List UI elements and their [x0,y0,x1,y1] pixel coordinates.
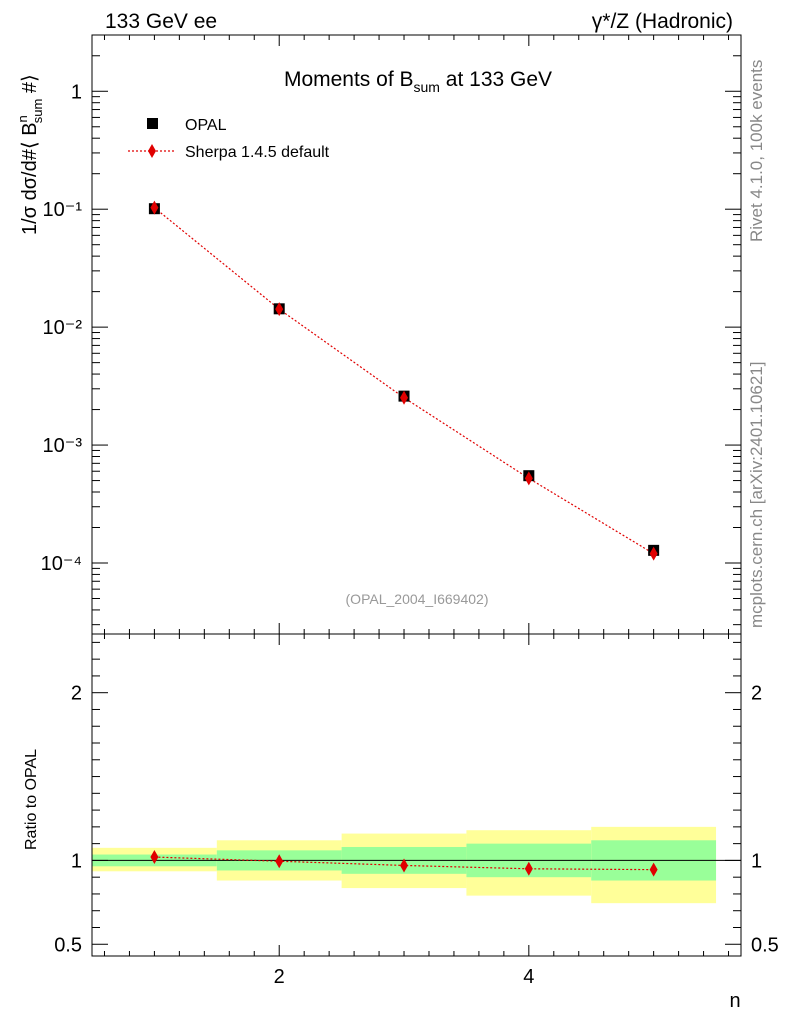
ratio-tick-label-right: 1 [751,850,762,872]
y-tick-label: 1 [71,81,82,103]
ratio-tick-label-left: 2 [71,683,82,705]
sherpa-point [400,390,409,405]
sherpa-ratio-point [275,854,284,869]
y-tick-label: 10⁻¹ [43,199,83,221]
sherpa-point [649,546,658,561]
legend-opal-label: OPAL [185,117,227,134]
y-tick-label: 10⁻³ [43,435,83,457]
sherpa-ratio-point [649,862,658,877]
x-tick-label: 2 [274,966,285,988]
y-tick-label: 10⁻⁴ [41,553,82,575]
mcplots-label: mcplots.cern.ch [arXiv:2401.10621] [747,362,766,628]
legend-opal-marker [147,118,158,129]
sherpa-point [150,200,159,215]
analysis-id-label: (OPAL_2004_I669402) [346,591,489,607]
sherpa-ratio-point [400,858,409,873]
sherpa-ratio-point [524,861,533,876]
ratio-tick-label-right: 0.5 [751,934,779,956]
axis-ticks [92,34,741,956]
legend-sherpa-label: Sherpa 1.4.5 default [185,144,330,161]
header-left-label: 133 GeV ee [105,10,217,33]
header-right-label: γ*/Z (Hadronic) [592,10,733,33]
legend-sherpa-marker [148,144,156,158]
sherpa-point [524,471,533,486]
ratio-tick-label-left: 0.5 [54,934,82,956]
main-y-axis-label: 1/σ dσ/d#⟨ Bnsum #⟩ [15,74,45,235]
x-tick-label: 4 [523,966,534,988]
sherpa-series-ratio [150,850,658,877]
y-tick-label: 10⁻² [43,317,83,339]
sherpa-series-main [154,207,654,555]
chart-title: Moments of Bsum at 133 GeV [284,68,552,95]
ratio-tick-label-left: 1 [71,850,82,872]
ratio-tick-label-right: 2 [751,683,762,705]
ratio-plot-frame [91,633,742,957]
sherpa-ratio-point [150,850,159,865]
ratio-y-axis-label: Ratio to OPAL [23,749,40,850]
sherpa-point [275,302,284,317]
sherpa-line [154,207,654,555]
opal-series-main [148,200,660,561]
rivet-label: Rivet 4.1.0, 100k events [747,60,766,242]
tick-labels: 2 4 10⁻⁴ 10⁻³ 10⁻² 10⁻¹ 1 0.5 0.5 1 1 2 2 [41,81,779,988]
legend: OPAL Sherpa 1.4.5 default [128,117,330,161]
x-axis-label: n [729,990,740,1012]
